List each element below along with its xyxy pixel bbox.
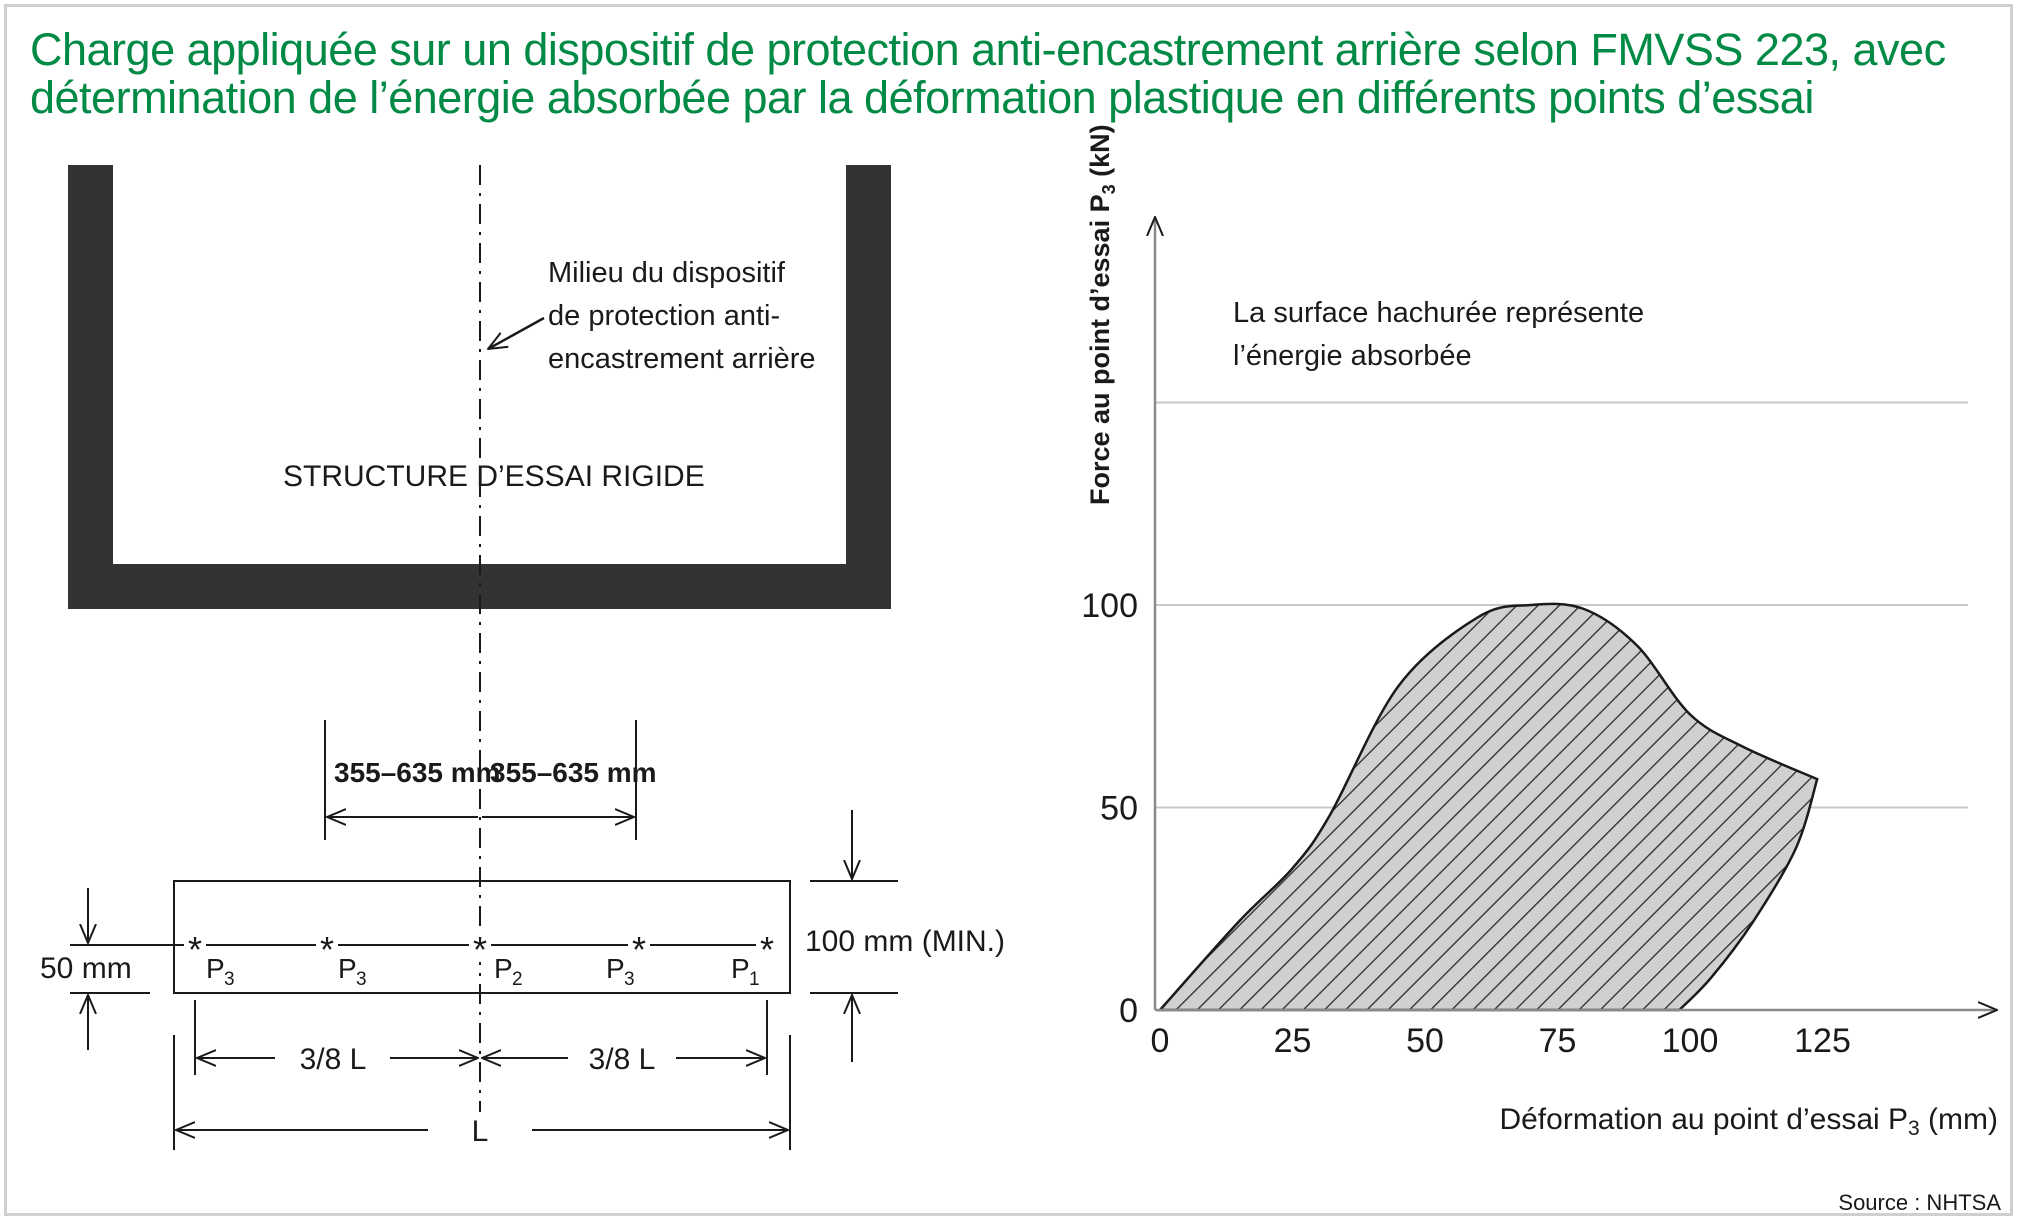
middle-label-line-1: Milieu du dispositif xyxy=(548,257,786,289)
x-tick-labels: 0 25 50 75 100 125 xyxy=(1151,1022,1851,1060)
test-point-p3-mid-left: * P 3 xyxy=(316,928,367,990)
svg-text:3: 3 xyxy=(224,969,235,990)
y-tick-label: 50 xyxy=(1100,790,1138,828)
svg-text:P: P xyxy=(338,953,357,984)
svg-text:1: 1 xyxy=(749,969,760,990)
x-tick-label: 25 xyxy=(1274,1022,1312,1060)
height-min-label: 100 mm (MIN.) xyxy=(805,925,1005,958)
x-tick-label: 75 xyxy=(1539,1022,1577,1060)
test-points: * P 3 * P 3 * P 2 * P 3 * P 1 xyxy=(184,928,778,990)
test-point-p3-left: * P 3 xyxy=(184,928,235,990)
y-tick-labels: 0 50 100 xyxy=(1081,587,1138,1030)
y-tick-label: 0 xyxy=(1119,992,1138,1030)
svg-text:P: P xyxy=(494,953,513,984)
x-tick-label: 100 xyxy=(1662,1022,1719,1060)
span-right-label: 3/8 L xyxy=(589,1043,656,1076)
area-note-line-2: l’énergie absorbée xyxy=(1233,340,1472,372)
svg-text:P: P xyxy=(206,953,225,984)
svg-text:P: P xyxy=(606,953,625,984)
ground-clearance-dimension: 50 mm xyxy=(36,888,150,1050)
underride-guard-beam xyxy=(173,880,791,994)
figure-title: Charge appliquée sur un dispositif de pr… xyxy=(30,26,1990,122)
x-axis-label: Déformation au point d’essai P3 (mm) xyxy=(1499,1103,1998,1140)
svg-text:*: * xyxy=(760,929,774,970)
rigid-test-structure xyxy=(68,165,891,609)
title-line-2: détermination de l’énergie absorbée par … xyxy=(30,72,1814,123)
height-50-label: 50 mm xyxy=(40,952,132,985)
area-note-line-1: La surface hachurée représente xyxy=(1233,297,1644,329)
dim-right-label: 355–635 mm xyxy=(490,757,657,788)
y-axis-label: Force au point d’essai P3 (kN) xyxy=(1085,124,1119,505)
x-tick-label: 50 xyxy=(1406,1022,1444,1060)
title-line-1: Charge appliquée sur un dispositif de pr… xyxy=(30,24,1946,75)
figure-frame xyxy=(4,4,2013,1216)
svg-text:*: * xyxy=(188,929,202,970)
middle-label-line-2: de protection anti- xyxy=(548,300,780,332)
middle-label: Milieu du dispositif de protection anti-… xyxy=(488,257,816,375)
svg-text:P: P xyxy=(731,953,750,984)
offset-dimension: 355–635 mm 355–635 mm xyxy=(324,720,657,840)
x-tick-label: 125 xyxy=(1794,1022,1851,1060)
y-tick-label: 100 xyxy=(1081,587,1138,625)
force-deformation-chart: 0 25 50 75 100 125 0 50 100 La surface hachurée… xyxy=(1081,124,1998,1140)
span-left-label: 3/8 L xyxy=(300,1043,367,1076)
svg-text:*: * xyxy=(320,929,334,970)
svg-text:2: 2 xyxy=(512,969,523,990)
source-label: Source : NHTSA xyxy=(1838,1190,2001,1215)
middle-arrow-icon xyxy=(488,316,545,349)
test-point-p2: * P 2 xyxy=(469,928,523,990)
span-total-label: L xyxy=(472,1115,489,1148)
svg-text:*: * xyxy=(632,929,646,970)
x-tick-label: 0 xyxy=(1151,1022,1170,1060)
test-point-p1: * P 1 xyxy=(731,928,778,990)
height-dimension: 100 mm (MIN.) xyxy=(803,810,1018,1062)
dim-left-label: 355–635 mm xyxy=(334,757,501,788)
span-dimension: 3/8 L 3/8 L L xyxy=(173,1000,791,1150)
middle-label-line-3: encastrement arrière xyxy=(548,343,816,375)
energy-area xyxy=(1157,602,1819,1012)
test-point-p3-right: * P 3 xyxy=(606,928,650,990)
svg-text:3: 3 xyxy=(356,969,367,990)
structure-label: STRUCTURE D’ESSAI RIGIDE xyxy=(283,460,705,493)
svg-text:3: 3 xyxy=(624,969,635,990)
svg-text:*: * xyxy=(473,929,487,970)
